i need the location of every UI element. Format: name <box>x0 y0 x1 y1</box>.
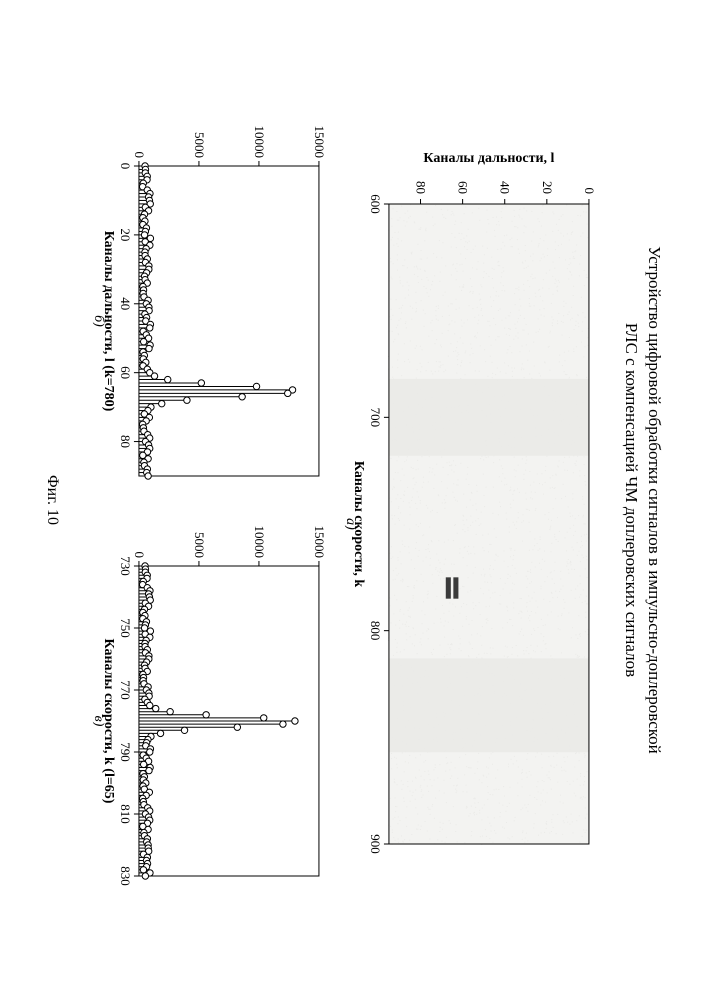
panel-a-heatmap: 600700800900Каналы скорости, k020406080К… <box>345 144 597 856</box>
svg-text:15000: 15000 <box>312 126 327 159</box>
panel-b-stem: 020406080050001000015000Каналы дальности… <box>93 114 327 486</box>
svg-text:10000: 10000 <box>252 526 267 559</box>
page: Устройство цифровой обработки сигналов в… <box>0 0 707 1000</box>
svg-text:600: 600 <box>368 194 383 214</box>
content-block: Устройство цифровой обработки сигналов в… <box>43 60 665 940</box>
svg-text:0: 0 <box>132 552 147 559</box>
svg-text:5000: 5000 <box>192 532 207 558</box>
svg-text:60: 60 <box>456 181 471 194</box>
panel-c-stem: 730750770790810830050001000015000Каналы … <box>93 514 327 886</box>
bottom-row: 020406080050001000015000Каналы дальности… <box>93 114 327 886</box>
document-title: Устройство цифровой обработки сигналов в… <box>619 60 665 940</box>
plots-container: 600700800900Каналы скорости, k020406080К… <box>43 60 597 940</box>
svg-text:80: 80 <box>414 181 429 194</box>
svg-text:0: 0 <box>118 163 133 170</box>
svg-text:10000: 10000 <box>252 126 267 159</box>
svg-text:900: 900 <box>368 834 383 854</box>
svg-text:810: 810 <box>118 804 133 824</box>
svg-text:в): в) <box>93 716 106 727</box>
svg-text:80: 80 <box>118 435 133 448</box>
svg-text:800: 800 <box>368 621 383 641</box>
svg-text:15000: 15000 <box>312 526 327 559</box>
svg-text:5000: 5000 <box>192 132 207 158</box>
svg-text:40: 40 <box>498 181 513 194</box>
svg-text:0: 0 <box>132 152 147 159</box>
svg-text:750: 750 <box>118 618 133 638</box>
svg-text:а): а) <box>345 518 358 530</box>
svg-text:Каналы дальности, l: Каналы дальности, l <box>424 151 555 166</box>
title-line-1: Устройство цифровой обработки сигналов в… <box>645 246 664 753</box>
title-line-2: РЛС с компенсацией ЧМ доплеровских сигна… <box>622 323 641 677</box>
svg-text:790: 790 <box>118 742 133 762</box>
svg-text:20: 20 <box>118 228 133 241</box>
svg-text:20: 20 <box>540 181 555 194</box>
svg-text:0: 0 <box>582 188 597 195</box>
svg-text:60: 60 <box>118 366 133 379</box>
figure-caption: Фиг. 10 <box>43 475 61 525</box>
svg-text:770: 770 <box>118 680 133 700</box>
svg-text:830: 830 <box>118 866 133 886</box>
svg-text:730: 730 <box>118 556 133 576</box>
svg-text:40: 40 <box>118 297 133 310</box>
svg-text:б): б) <box>93 315 106 327</box>
svg-text:700: 700 <box>368 408 383 428</box>
